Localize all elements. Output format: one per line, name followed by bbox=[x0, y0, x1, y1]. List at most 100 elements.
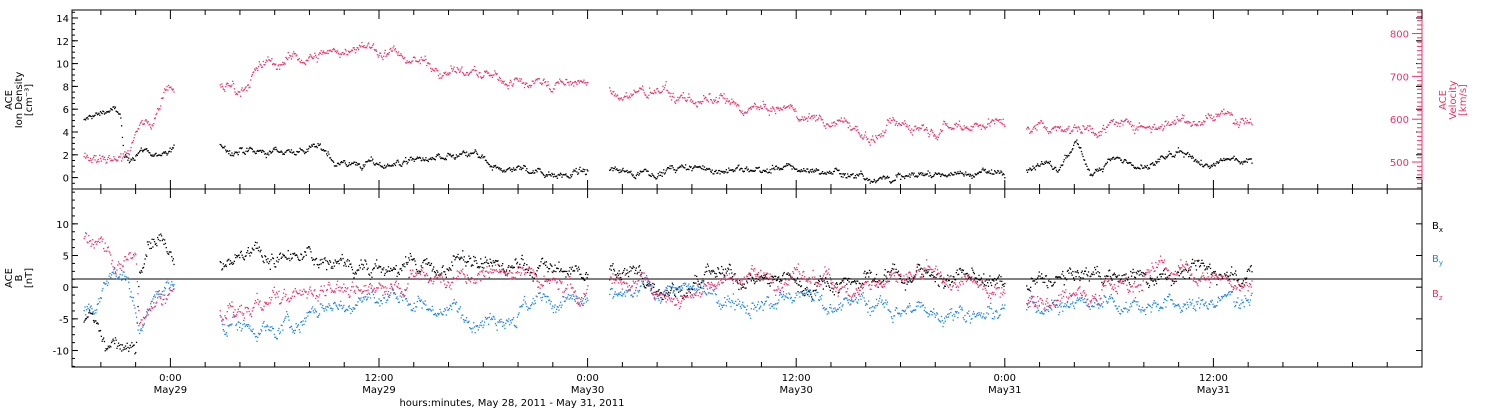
data-point bbox=[551, 266, 552, 267]
data-point bbox=[451, 309, 452, 310]
data-point bbox=[1081, 272, 1082, 273]
data-point bbox=[799, 170, 800, 171]
data-point bbox=[930, 131, 931, 132]
data-point bbox=[583, 169, 584, 170]
data-point bbox=[482, 327, 483, 328]
data-point bbox=[832, 125, 833, 126]
data-point bbox=[716, 102, 717, 103]
data-point bbox=[554, 265, 555, 266]
data-point bbox=[128, 282, 129, 283]
data-point bbox=[1113, 274, 1114, 275]
data-point bbox=[663, 89, 664, 90]
data-point bbox=[1096, 134, 1097, 135]
data-point bbox=[1245, 118, 1246, 119]
data-point bbox=[471, 328, 472, 329]
data-point bbox=[364, 298, 365, 299]
data-point bbox=[996, 118, 997, 119]
data-point bbox=[331, 310, 332, 311]
data-point bbox=[927, 173, 928, 174]
x-tick-label-time: 12:00 bbox=[365, 373, 394, 384]
y-tick-label: 10 bbox=[56, 220, 69, 231]
data-point bbox=[832, 291, 833, 292]
data-point bbox=[860, 137, 861, 138]
data-point bbox=[755, 278, 756, 279]
data-point bbox=[127, 160, 128, 161]
data-point bbox=[330, 50, 331, 51]
data-point bbox=[1188, 270, 1189, 271]
data-point bbox=[382, 57, 383, 58]
data-point bbox=[501, 82, 502, 83]
data-point bbox=[109, 155, 110, 156]
data-point bbox=[151, 248, 152, 249]
data-point bbox=[490, 319, 491, 320]
data-point bbox=[138, 286, 139, 287]
data-point bbox=[376, 51, 377, 52]
data-point bbox=[324, 257, 325, 258]
data-point bbox=[928, 136, 929, 137]
data-point bbox=[845, 120, 846, 121]
data-point bbox=[299, 151, 300, 152]
data-point bbox=[1062, 164, 1063, 165]
data-point bbox=[233, 314, 234, 315]
data-point bbox=[245, 326, 246, 327]
data-point bbox=[970, 174, 971, 175]
data-point bbox=[147, 241, 148, 242]
data-point bbox=[141, 147, 142, 148]
data-point bbox=[406, 161, 407, 162]
data-point bbox=[314, 56, 315, 57]
data-point bbox=[1195, 124, 1196, 125]
data-point bbox=[304, 318, 305, 319]
data-point bbox=[788, 105, 789, 106]
data-point bbox=[278, 261, 279, 262]
data-point bbox=[328, 303, 329, 304]
data-point bbox=[772, 165, 773, 166]
data-point bbox=[746, 166, 747, 167]
data-point bbox=[504, 325, 505, 326]
data-point bbox=[1089, 170, 1090, 171]
data-point bbox=[403, 265, 404, 266]
data-point bbox=[418, 296, 419, 297]
data-point bbox=[1147, 283, 1148, 284]
data-point bbox=[446, 314, 447, 315]
data-point bbox=[791, 168, 792, 169]
data-point bbox=[806, 289, 807, 290]
data-point bbox=[956, 123, 957, 124]
data-point bbox=[149, 248, 150, 249]
data-point bbox=[331, 268, 332, 269]
data-point bbox=[730, 104, 731, 105]
data-point bbox=[612, 263, 613, 264]
data-point bbox=[1152, 162, 1153, 163]
data-point bbox=[420, 301, 421, 302]
data-point bbox=[727, 271, 728, 272]
data-point bbox=[332, 308, 333, 309]
data-point bbox=[260, 251, 261, 252]
data-point bbox=[1100, 135, 1101, 136]
data-point bbox=[234, 88, 235, 89]
data-point bbox=[669, 165, 670, 166]
data-point bbox=[1072, 271, 1073, 272]
data-point bbox=[173, 91, 174, 92]
data-point bbox=[493, 260, 494, 261]
data-point bbox=[516, 77, 517, 78]
data-point bbox=[912, 173, 913, 174]
data-point bbox=[239, 327, 240, 328]
data-point bbox=[248, 324, 249, 325]
data-point bbox=[425, 259, 426, 260]
data-point bbox=[1100, 131, 1101, 132]
data-point bbox=[445, 72, 446, 73]
data-point bbox=[662, 91, 663, 92]
data-point bbox=[480, 76, 481, 77]
data-point bbox=[156, 293, 157, 294]
data-point bbox=[638, 90, 639, 91]
data-point bbox=[416, 306, 417, 307]
data-point bbox=[152, 156, 153, 157]
data-point bbox=[1125, 120, 1126, 121]
data-point bbox=[852, 173, 853, 174]
data-point bbox=[1177, 119, 1178, 120]
data-point bbox=[673, 284, 674, 285]
data-point bbox=[407, 262, 408, 263]
data-point bbox=[730, 269, 731, 270]
data-point bbox=[395, 269, 396, 270]
data-point bbox=[703, 169, 704, 170]
